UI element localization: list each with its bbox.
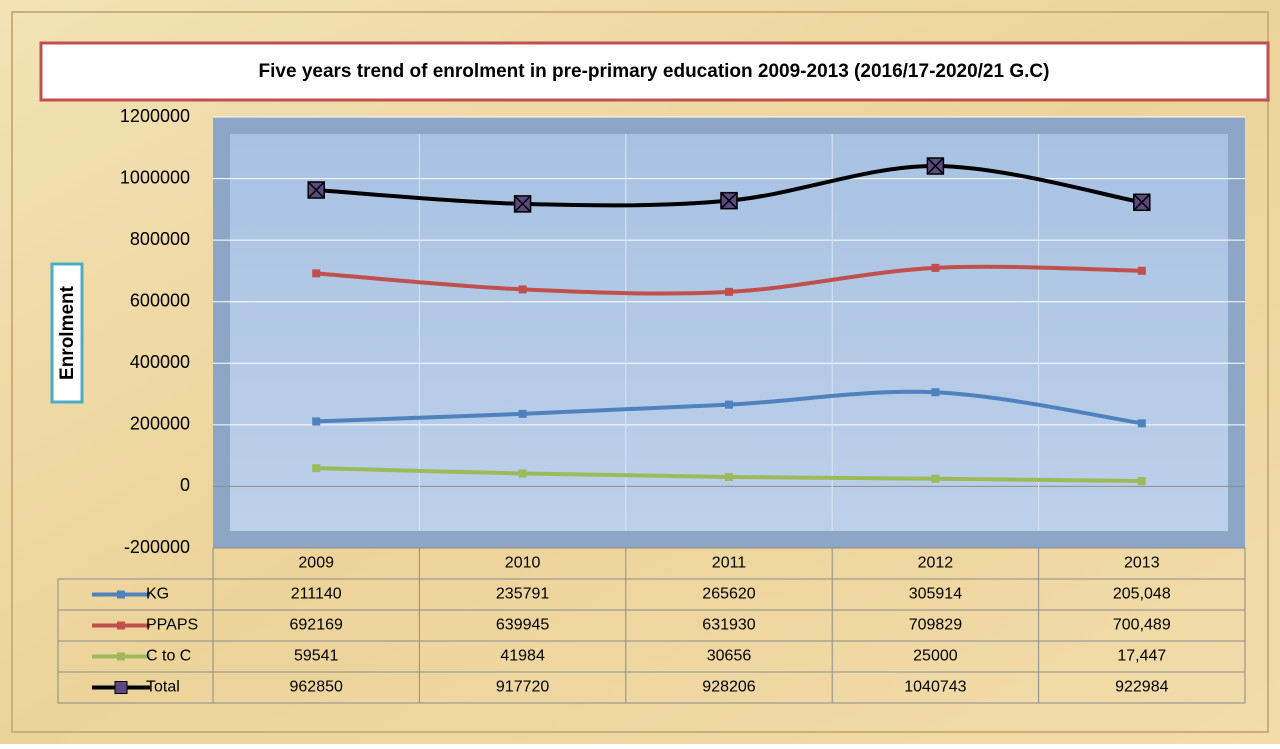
- table-cell: 30656: [707, 648, 752, 665]
- table-cell: 17,447: [1117, 648, 1166, 665]
- y-tick-label: 0: [180, 475, 190, 495]
- x-tick-label: 2013: [1124, 555, 1160, 572]
- marker: [931, 263, 940, 272]
- table-cell: 692169: [290, 617, 343, 634]
- legend-marker: [114, 681, 128, 694]
- x-tick-label: 2011: [712, 555, 747, 572]
- table-cell: 41984: [500, 648, 545, 665]
- table-cell: 962850: [290, 679, 343, 696]
- y-tick-label: 1000000: [120, 167, 190, 187]
- marker-x: [307, 181, 325, 199]
- chart-title: Five years trend of enrolment in pre-pri…: [259, 61, 1050, 82]
- marker-x: [720, 192, 738, 210]
- table-cell: 1040743: [904, 679, 966, 696]
- table-cell: 211140: [291, 586, 342, 603]
- y-tick-label: 800000: [130, 229, 190, 249]
- legend-label: Total: [146, 679, 180, 696]
- table-cell: 917720: [496, 679, 549, 696]
- marker: [931, 388, 940, 397]
- marker: [518, 409, 527, 418]
- y-tick-label: 1200000: [120, 106, 190, 126]
- y-label-box: [50, 262, 84, 404]
- marker-x: [926, 157, 944, 175]
- y-tick-label: -200000: [124, 537, 190, 557]
- legend-label: PPAPS: [146, 617, 198, 634]
- marker: [725, 400, 733, 409]
- table-cell: 709829: [909, 617, 962, 634]
- marker: [518, 469, 527, 478]
- marker: [1137, 419, 1146, 428]
- y-axis-label: Enrolment: [57, 285, 78, 380]
- x-tick-label: 2010: [505, 555, 541, 572]
- table-cell: 922984: [1115, 679, 1168, 696]
- table-cell: 631930: [702, 617, 755, 634]
- legend-label: KG: [146, 586, 169, 603]
- legend-marker: [117, 621, 125, 630]
- table-cell: 59541: [294, 648, 339, 665]
- legend-label: C to C: [146, 648, 191, 665]
- table-cell: 205,048: [1113, 586, 1171, 603]
- marker-x: [1133, 193, 1151, 211]
- table-cell: 265620: [702, 586, 755, 603]
- y-tick-label: 200000: [130, 414, 190, 434]
- legend-marker: [117, 590, 125, 599]
- marker: [725, 287, 733, 296]
- table-cell: 928206: [702, 679, 755, 696]
- title-box: [39, 41, 1270, 102]
- marker: [1137, 477, 1146, 486]
- marker: [312, 464, 321, 473]
- table-cell: 235791: [496, 586, 549, 603]
- x-tick-label: 2012: [918, 555, 954, 572]
- marker: [312, 417, 321, 426]
- x-tick-label: 2009: [298, 555, 334, 572]
- table-cell: 25000: [913, 648, 958, 665]
- marker: [1137, 266, 1146, 275]
- marker: [518, 285, 527, 294]
- table-cell: 305914: [909, 586, 962, 603]
- marker: [725, 472, 733, 481]
- marker: [931, 474, 940, 483]
- y-tick-label: 600000: [130, 290, 190, 310]
- frame: [11, 11, 1269, 733]
- marker-x: [514, 195, 532, 213]
- marker: [312, 269, 321, 278]
- y-tick-label: 400000: [130, 352, 190, 372]
- legend-marker: [117, 652, 125, 661]
- table-cell: 639945: [496, 617, 549, 634]
- table-cell: 700,489: [1113, 617, 1171, 634]
